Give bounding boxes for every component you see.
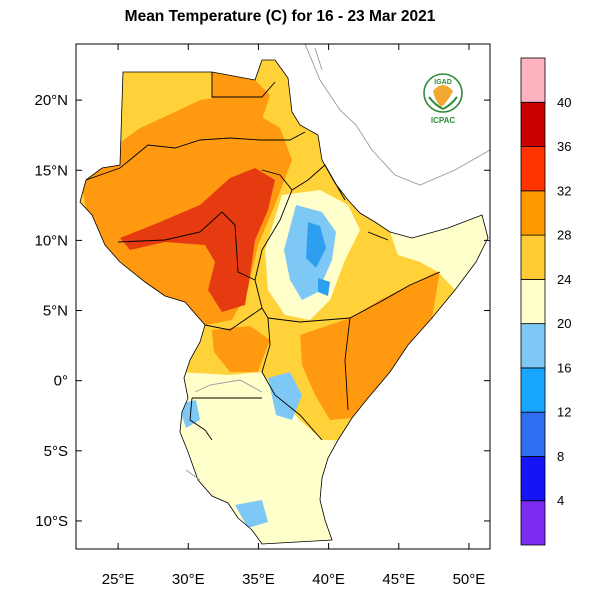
colorbar-label: 8 — [557, 449, 564, 464]
lon-tick-label: 45°E — [382, 571, 415, 588]
colorbar-swatch — [520, 500, 546, 546]
colorbar-swatch — [520, 323, 546, 369]
lat-tick-label: 10°N — [34, 232, 68, 249]
national-borders — [85, 72, 441, 441]
colorbar-label: 20 — [557, 316, 571, 331]
lat-tick-label: 10°S — [35, 513, 68, 530]
map-title: Mean Temperature (C) for 16 - 23 Mar 202… — [124, 8, 436, 25]
colorbar-swatch — [520, 234, 546, 280]
field-hot-east — [300, 270, 440, 420]
map-frame — [75, 43, 491, 550]
colorbar-label: 32 — [557, 183, 571, 198]
lat-tick-label: 15°N — [34, 162, 68, 179]
logo-bottom-text: ICPAC — [431, 116, 456, 125]
field-hot-egypt — [212, 72, 270, 125]
colorbar-label: 28 — [557, 228, 571, 243]
colorbar-swatch — [520, 190, 546, 236]
temperature-colorbar: 4 8 12 16 20 24 28 32 36 40 — [520, 57, 571, 546]
lat-tick-label: 5°S — [44, 443, 68, 460]
lat-tick-label: 5°N — [43, 303, 68, 320]
colorbar-label: 16 — [557, 360, 571, 375]
logo-top-text: IGAD — [434, 79, 452, 86]
lon-tick-label: 50°E — [453, 571, 486, 588]
field-cool-kenya — [268, 372, 302, 420]
colorbar-swatch — [520, 411, 546, 457]
neighbour-coastlines — [185, 44, 490, 481]
colorbar-label: 12 — [557, 405, 571, 420]
colorbar-swatch — [520, 101, 546, 147]
field-hot-south-sudan — [212, 326, 270, 372]
lon-tick-label: 25°E — [102, 571, 135, 588]
colorbar-label: 24 — [557, 272, 571, 287]
colorbar-swatch — [520, 278, 546, 325]
field-cool-south — [235, 500, 268, 528]
colorbar-swatch — [520, 456, 546, 502]
colorbar-label: 36 — [557, 139, 571, 154]
lat-tick-label: 0° — [54, 373, 68, 390]
latitude-axis: 20°N 15°N 10°N 5°N 0° 5°S 10°S — [34, 92, 490, 530]
field-cold-core-2 — [318, 278, 330, 296]
field-mild-south — [180, 372, 338, 544]
colorbar-swatch — [520, 146, 546, 192]
colorbar-swatch — [520, 57, 546, 103]
lon-tick-label: 30°E — [172, 571, 205, 588]
colorbar-label: 4 — [557, 493, 564, 508]
field-cold-core — [306, 222, 326, 268]
colorbar-label: 40 — [557, 95, 571, 110]
igad-logo: IGAD ICPAC — [423, 73, 463, 125]
longitude-axis: 25°E 30°E 35°E 40°E 45°E 50°E — [102, 44, 486, 588]
field-mild-horn — [390, 215, 488, 290]
lon-tick-label: 40°E — [312, 571, 345, 588]
colorbar-swatch — [520, 367, 546, 413]
field-very-hot — [120, 168, 275, 312]
lon-tick-label: 35°E — [242, 571, 275, 588]
lat-tick-label: 20°N — [34, 92, 68, 109]
